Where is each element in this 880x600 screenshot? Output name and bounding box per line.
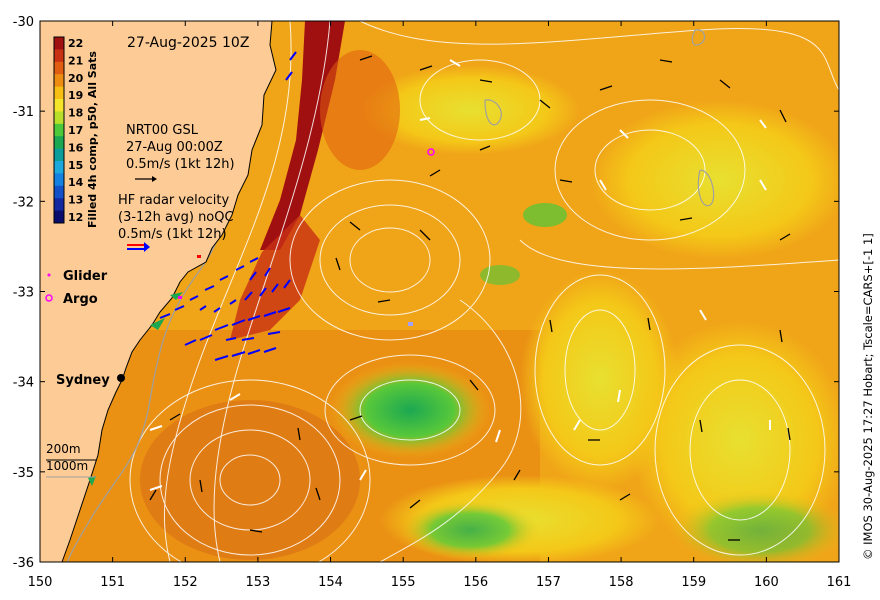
lat-tick-label: -31: [13, 105, 34, 120]
colorbar-swatch: [54, 111, 64, 125]
gsl-legend-scale: 0.5m/s (1kt 12h): [126, 157, 235, 172]
colorbar-frame: [53, 36, 65, 224]
colorbar-swatch: [54, 86, 64, 100]
gsl-arrows: [149, 55, 791, 541]
lat-tick-label: -35: [13, 466, 34, 481]
sst-field: [40, 21, 839, 562]
colorbar-tick-label: 21: [68, 54, 83, 67]
colorbar-swatch: [54, 74, 64, 88]
lon-tick-label: 161: [827, 575, 852, 590]
argo-legend-label: Argo: [63, 292, 98, 307]
gsl-legend-date: 27-Aug 00:00Z: [126, 140, 223, 155]
lon-tick-label: 160: [754, 575, 779, 590]
colorbar-title: Filled 4h comp, p50, All Sats: [86, 51, 99, 228]
australia-coast: [40, 21, 277, 562]
gsl-contours: [129, 21, 839, 562]
gsl-white-arrows: [149, 59, 771, 491]
city-label-sydney: Sydney: [56, 373, 110, 388]
colorbar-tick-label: 19: [68, 89, 83, 102]
colorbar-swatch: [54, 37, 64, 50]
hf-radar-arrows: [159, 51, 297, 361]
isobath-label-1000: 1000m: [46, 459, 88, 473]
hf-legend-line2: (3-12h avg) noQC: [118, 210, 234, 225]
lon-tick-label: 155: [391, 575, 416, 590]
lon-tick-label: 158: [609, 575, 634, 590]
colorbar-swatch: [54, 61, 64, 75]
glider-legend-label: Glider: [63, 269, 108, 284]
lon-tick-label: 157: [536, 575, 561, 590]
colorbar-swatch: [54, 173, 64, 187]
lon-tick-label: 152: [173, 575, 198, 590]
colorbar-swatch: [54, 49, 64, 63]
colorbar-tick-label: 13: [68, 194, 83, 207]
colorbar: 22 21 20 19 18 17 16 15 14 13 12: [53, 36, 84, 224]
credit-text: © IMOS 30-Aug-2025 17:27 Hobart; Tscale=…: [861, 233, 875, 560]
sydney-marker: [117, 374, 125, 382]
colorbar-tick-label: 20: [68, 72, 84, 85]
colorbar-tick-label: 17: [68, 124, 83, 137]
colorbar-swatch: [54, 99, 64, 112]
lat-tick-label: -36: [13, 556, 34, 571]
gsl-scale-arrow: [135, 176, 157, 182]
colorbar-swatch: [54, 198, 64, 212]
lon-tick-label: 150: [28, 575, 53, 590]
colorbar-tick-label: 18: [68, 107, 83, 120]
lon-tick-label: 159: [681, 575, 706, 590]
colorbar-swatch: [54, 148, 64, 162]
argo-legend-icon: [45, 294, 53, 302]
latitude-axis: -30 -31 -32 -33 -34 -35 -36: [13, 15, 839, 571]
hf-scale-arrow: [127, 242, 150, 252]
timestamp: 27-Aug-2025 10Z: [127, 35, 249, 51]
gsl-legend-title: NRT00 GSL: [126, 123, 199, 138]
lat-tick-label: -34: [13, 376, 34, 391]
colorbar-swatch: [54, 185, 64, 199]
lat-tick-label: -33: [13, 286, 34, 301]
hf-legend-line1: HF radar velocity: [118, 193, 230, 208]
colorbar-tick-label: 22: [68, 37, 83, 50]
longitude-axis: 150 151 152 153 154 155 156 157 158 159 160 161: [28, 21, 852, 590]
glider-legend-icon: [47, 273, 51, 277]
colorbar-tick-label: 16: [68, 141, 84, 154]
colorbar-swatch: [54, 161, 64, 174]
colorbar-tick-label: 15: [68, 159, 83, 172]
hf-legend-scale: 0.5m/s (1kt 12h): [118, 227, 227, 242]
lon-tick-label: 154: [318, 575, 343, 590]
lat-tick-label: -30: [13, 15, 34, 30]
lon-tick-label: 151: [100, 575, 125, 590]
colorbar-swatch: [54, 210, 64, 224]
colorbar-tick-label: 12: [68, 211, 83, 224]
colorbar-swatch: [54, 136, 64, 150]
lon-tick-label: 153: [245, 575, 270, 590]
lon-tick-label: 156: [463, 575, 488, 590]
isobath-label-200: 200m: [46, 442, 81, 456]
colorbar-swatch: [54, 123, 64, 137]
colorbar-tick-label: 14: [68, 176, 84, 189]
argo-marker: [427, 148, 435, 156]
lat-tick-label: -32: [13, 195, 34, 210]
